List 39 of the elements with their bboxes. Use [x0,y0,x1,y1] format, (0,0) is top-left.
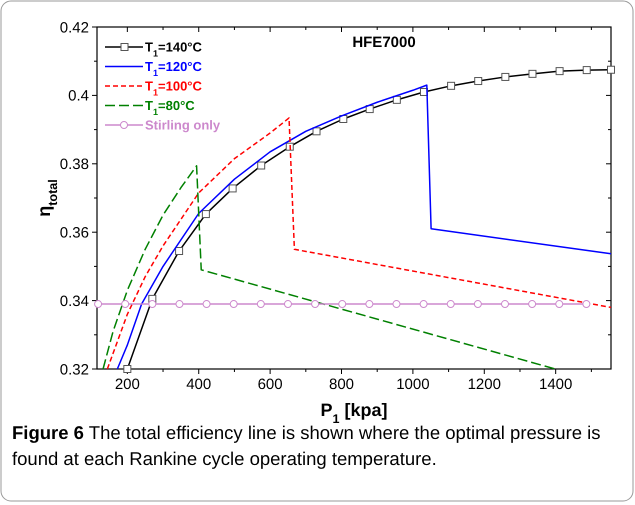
point [555,300,564,308]
y-tick-label: 0.36 [60,224,89,242]
point [175,300,184,308]
annotation: HFE7000 [352,34,416,51]
point [392,300,400,308]
point [365,300,374,308]
point [446,300,455,308]
point [338,300,346,308]
point [311,300,320,308]
x-tick-label: 400 [186,376,212,393]
point [500,300,509,308]
y-tick-label: 0.34 [60,292,89,310]
line-series [102,165,556,370]
point [284,300,292,308]
x-tick-label: 1400 [538,376,572,393]
legend-label: T$_{1}$=140°C [145,40,202,59]
y-tick-label: 0.4 [68,88,89,105]
y-tick-label: 0.38 [60,156,89,174]
x-tick-label: 1200 [468,376,501,393]
x-tick-label: 600 [258,376,283,393]
x-tick-label: 800 [328,376,354,393]
point [474,300,482,308]
point [148,300,156,308]
point [202,300,211,308]
point [121,300,130,308]
y-tick-label: 0.32 [60,361,89,378]
point [420,300,428,308]
legend-label: Stirling only [145,118,221,133]
x-tick-label: 1000 [396,376,430,393]
y-tick-label: 0.42 [60,19,89,36]
point [256,300,265,308]
point [528,300,536,308]
legend-label: T$_{1}$=80°C [145,98,196,118]
point [582,300,590,308]
legend-label: T$_{1}$=120°C [145,59,202,78]
point [230,300,238,308]
point [94,300,102,308]
x-tick-label: 200 [114,376,140,393]
legend-label: T$_{1}$=100°C [145,78,202,98]
